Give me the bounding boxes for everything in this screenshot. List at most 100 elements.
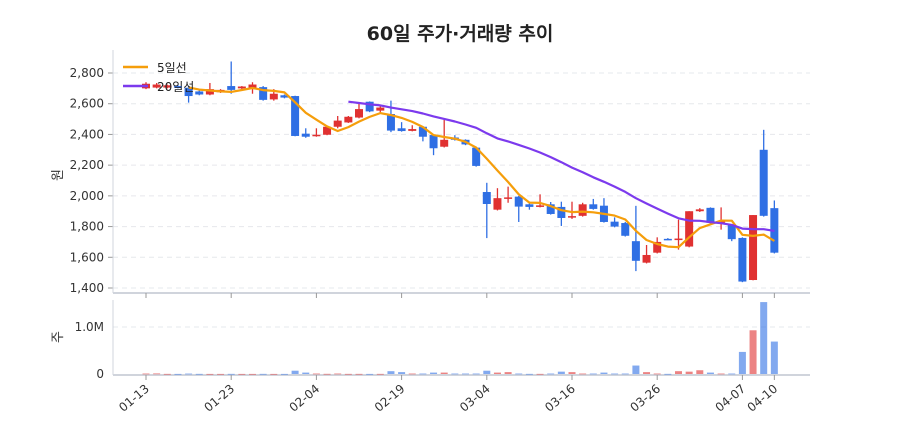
volume-bar bbox=[270, 373, 278, 375]
volume-bar bbox=[557, 371, 565, 374]
candle-body bbox=[568, 216, 576, 218]
volume-bar bbox=[770, 341, 778, 374]
volume-bar bbox=[227, 373, 235, 375]
price-axis-label: 원 bbox=[51, 169, 66, 181]
candle-body bbox=[610, 221, 619, 227]
volume-bar bbox=[685, 371, 693, 374]
volume-bar bbox=[493, 372, 501, 374]
candle-body bbox=[514, 196, 523, 207]
price-grid: 1,400 1,600 1,800 2,000 2,200 2,400 2,600 2,800 bbox=[70, 66, 810, 295]
volume-bar bbox=[153, 373, 161, 375]
moving-averages bbox=[188, 86, 775, 249]
candle-body bbox=[152, 84, 161, 88]
volume-bar bbox=[515, 373, 523, 375]
legend-ma20-label: 20일선 bbox=[157, 80, 194, 94]
candle-body bbox=[706, 207, 715, 223]
price-tick-label: 1,600 bbox=[70, 250, 104, 264]
ma20-line bbox=[348, 100, 775, 232]
candle-body bbox=[184, 87, 193, 97]
candle-body bbox=[749, 215, 758, 281]
ma5-line bbox=[188, 86, 775, 249]
candle-body bbox=[546, 204, 555, 214]
price-tick-label: 2,200 bbox=[70, 158, 104, 172]
candle-body bbox=[504, 197, 513, 199]
candle-body bbox=[163, 85, 172, 88]
candle-body bbox=[653, 241, 662, 253]
volume-bar bbox=[728, 373, 736, 375]
volume-bar bbox=[387, 371, 395, 374]
price-tick-label: 2,800 bbox=[70, 66, 104, 80]
candle-body bbox=[323, 126, 332, 135]
volume-bar bbox=[238, 373, 246, 375]
volume-bar bbox=[291, 370, 299, 374]
x-tick-label: 03-26 bbox=[627, 382, 663, 415]
candle-body bbox=[589, 204, 598, 209]
volume-bar bbox=[163, 373, 171, 375]
candle-body bbox=[642, 254, 651, 263]
candle-body bbox=[663, 238, 672, 241]
volume-bar bbox=[568, 372, 576, 374]
x-tick-label: 02-19 bbox=[372, 382, 408, 415]
volume-bar bbox=[696, 370, 704, 374]
candle-body bbox=[408, 129, 417, 131]
candle-body bbox=[237, 86, 246, 89]
candle-body bbox=[685, 211, 694, 247]
candle-body bbox=[344, 116, 353, 123]
volume-bar bbox=[483, 370, 491, 374]
volume-bar bbox=[504, 372, 512, 374]
candle-body bbox=[557, 206, 566, 218]
volume-bar bbox=[355, 373, 363, 375]
candle-body bbox=[759, 149, 768, 216]
volume-bar bbox=[706, 372, 714, 374]
candle-body bbox=[365, 101, 374, 112]
candle-body bbox=[397, 128, 406, 132]
volume-bar bbox=[525, 373, 533, 375]
volume-bar bbox=[206, 373, 214, 375]
volume-bar bbox=[430, 372, 438, 374]
volume-bar bbox=[664, 373, 672, 375]
x-tick-label: 01-13 bbox=[116, 382, 152, 415]
chart-title: 60일 주가·거래량 추이 bbox=[367, 23, 554, 45]
candle-body bbox=[386, 114, 395, 131]
volume-axis-label: 주 bbox=[51, 331, 66, 343]
candle-body bbox=[536, 205, 545, 207]
candle-body bbox=[291, 96, 300, 136]
candle-body bbox=[472, 147, 481, 166]
volume-bar bbox=[302, 372, 310, 374]
candle-body bbox=[301, 133, 310, 137]
volume-bar bbox=[589, 373, 597, 375]
volume-bar bbox=[472, 373, 480, 375]
volume-bar bbox=[366, 373, 374, 375]
volume-grid: 0 1.0M bbox=[75, 320, 810, 381]
x-tick-label: 04-07 bbox=[713, 382, 749, 415]
volume-bar bbox=[217, 373, 225, 375]
volume-bar bbox=[195, 373, 203, 375]
candle-body bbox=[248, 84, 257, 88]
candle-body bbox=[631, 241, 640, 261]
volume-bars bbox=[142, 302, 778, 375]
candle-body bbox=[173, 86, 182, 88]
candle-body bbox=[440, 139, 449, 147]
candle-body bbox=[482, 192, 491, 204]
x-tick-label: 03-16 bbox=[542, 382, 578, 415]
volume-bar bbox=[312, 373, 320, 375]
candle-body bbox=[355, 109, 363, 118]
volume-bar bbox=[632, 365, 640, 374]
candle-body bbox=[493, 198, 502, 210]
x-tick-label: 02-04 bbox=[287, 382, 323, 415]
volume-bar bbox=[760, 302, 768, 374]
candle-body bbox=[578, 204, 587, 216]
volume-bar bbox=[621, 373, 629, 375]
volume-bar bbox=[536, 373, 544, 375]
candle-body bbox=[418, 126, 427, 137]
volume-bar bbox=[547, 373, 555, 375]
candle-body bbox=[195, 91, 204, 95]
x-tick-label: 04-10 bbox=[745, 382, 781, 415]
candle-body bbox=[376, 107, 385, 111]
volume-bar bbox=[249, 373, 256, 375]
volume-bar bbox=[717, 373, 725, 375]
price-tick-label: 1,800 bbox=[70, 220, 104, 234]
volume-bar bbox=[344, 373, 352, 375]
candle-body bbox=[280, 95, 289, 98]
